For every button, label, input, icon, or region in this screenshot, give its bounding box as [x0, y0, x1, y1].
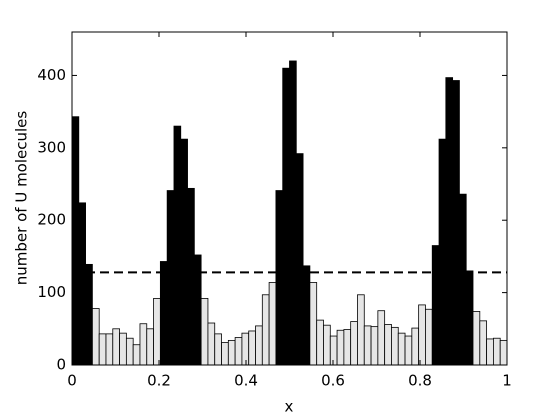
bar: [119, 332, 127, 366]
x-axis-label: x: [285, 398, 294, 416]
bar: [187, 187, 195, 366]
bar: [71, 116, 80, 366]
bar: [425, 308, 433, 366]
bar: [452, 80, 460, 366]
bar: [112, 328, 120, 366]
y-tick-label: 400: [37, 66, 66, 84]
bar: [472, 311, 481, 366]
bar: [479, 320, 488, 366]
bar: [105, 333, 114, 366]
bar: [377, 310, 386, 366]
bar: [261, 294, 270, 366]
bar: [343, 329, 352, 366]
bar: [221, 342, 229, 366]
bar: [78, 202, 86, 366]
axes-frame: [71, 31, 508, 366]
y-tick-label: 100: [37, 283, 66, 301]
bar: [159, 261, 168, 366]
x-tick-label: 1: [502, 372, 512, 390]
bar: [207, 322, 216, 366]
x-tick-label: 0.6: [321, 372, 345, 390]
bar: [85, 263, 93, 366]
x-tick-label: 0.4: [234, 372, 258, 390]
bar: [336, 329, 345, 366]
bar: [329, 335, 338, 366]
bar: [295, 153, 304, 366]
bar: [241, 332, 250, 366]
bar: [391, 326, 399, 366]
bar: [98, 333, 107, 366]
bar: [214, 333, 222, 366]
bar: [445, 77, 454, 366]
bar: [180, 138, 188, 366]
bar: [350, 321, 358, 366]
bar: [316, 319, 324, 366]
bar: [153, 297, 161, 366]
x-tick-label: 0: [67, 372, 77, 390]
bar: [275, 190, 284, 366]
bar: [384, 324, 392, 366]
bar: [309, 282, 318, 366]
bar: [227, 339, 236, 366]
y-tick-label: 300: [37, 138, 66, 156]
bar: [234, 337, 243, 366]
x-tick-label: 0.8: [408, 372, 432, 390]
bar: [139, 323, 148, 366]
bar: [397, 332, 406, 366]
y-tick-label: 200: [37, 211, 66, 229]
bar: [289, 60, 297, 366]
bar: [200, 297, 209, 366]
bar: [459, 193, 467, 366]
bar: [248, 330, 256, 366]
bar: [268, 282, 277, 366]
bar: [404, 335, 413, 366]
bar: [357, 294, 365, 366]
y-tick-label: 0: [56, 356, 66, 374]
y-axis-label: number of U molecules: [13, 111, 31, 286]
bar: [323, 324, 331, 366]
bar: [363, 325, 372, 366]
bar: [255, 325, 263, 366]
bar: [493, 337, 501, 366]
x-tick-label: 0.2: [147, 372, 171, 390]
bar: [499, 339, 508, 366]
bar: [465, 270, 474, 366]
bar: [486, 338, 494, 366]
bar: [132, 344, 141, 366]
bar: [418, 304, 426, 366]
bar: [411, 327, 420, 366]
bar: [173, 125, 182, 366]
bar: [431, 245, 440, 366]
bar: [146, 328, 154, 366]
bar: [302, 265, 311, 366]
bar: [370, 326, 379, 366]
bar: [438, 138, 447, 366]
bar: [125, 337, 134, 366]
bar: [282, 67, 290, 366]
bar: [166, 190, 175, 366]
bar: [91, 308, 100, 366]
